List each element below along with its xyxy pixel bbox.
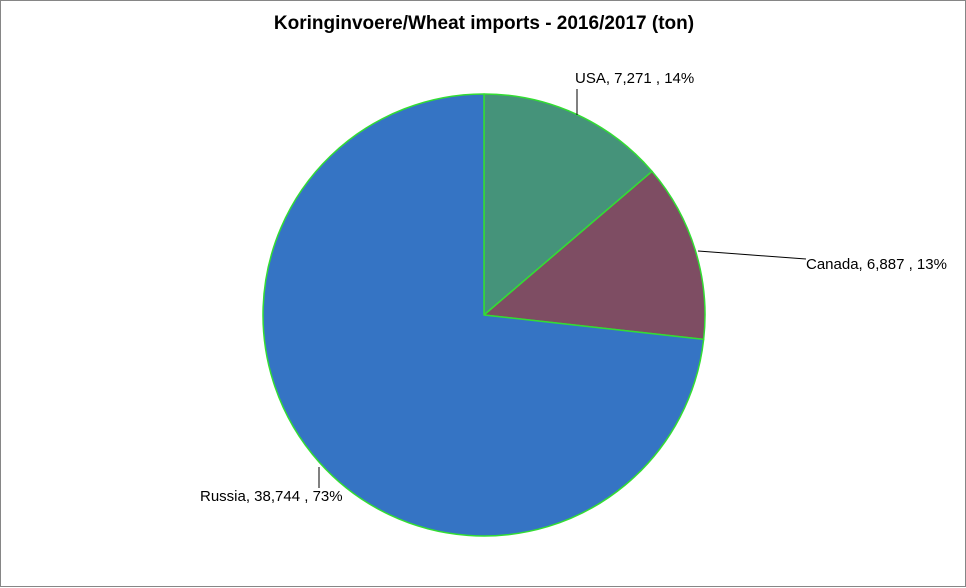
data-label-usa: USA, 7,271 , 14% — [575, 70, 694, 87]
pie-slices — [262, 93, 706, 537]
pie-slice-usa — [483, 93, 653, 316]
data-labels: USA, 7,271 , 14% Canada, 6,887 , 13% Russi… — [200, 70, 947, 505]
leader-lines — [318, 89, 807, 488]
pie-slice-canada — [483, 170, 706, 341]
leader-line-canada — [697, 250, 807, 260]
pie-slice-russia — [262, 93, 705, 537]
data-label-canada: Canada, 6,887 , 13% — [806, 256, 947, 273]
chart-title: Koringinvoere/Wheat imports - 2016/2017 … — [273, 13, 695, 34]
data-label-russia: Russia, 38,744 , 73% — [200, 488, 343, 505]
